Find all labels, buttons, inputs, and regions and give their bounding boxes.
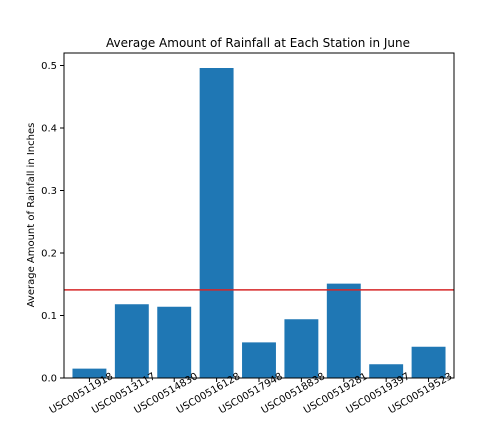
bar-USC00513117: [114, 304, 149, 378]
chart-title: Average Amount of Rainfall at Each Stati…: [106, 36, 410, 50]
bar-USC00511918: [72, 368, 107, 379]
bar-USC00514830: [157, 306, 192, 378]
bar-USC00519523: [411, 346, 446, 378]
y-tick-label: 0.0: [41, 374, 57, 385]
bar-USC00519397: [369, 364, 404, 378]
bar-USC00516128: [199, 68, 234, 378]
bar-USC00517948: [242, 342, 276, 379]
y-tick-label: 0.5: [41, 61, 57, 72]
bar-USC00519281: [326, 283, 361, 379]
y-tick-label: 0.1: [41, 311, 57, 322]
y-tick-label: 0.2: [41, 249, 57, 260]
y-tick-label: 0.4: [41, 124, 57, 135]
y-tick-label: 0.3: [41, 186, 57, 197]
y-axis-label: Average Amount of Rainfall in Inches: [26, 123, 37, 308]
bar-USC00518838: [284, 319, 319, 378]
